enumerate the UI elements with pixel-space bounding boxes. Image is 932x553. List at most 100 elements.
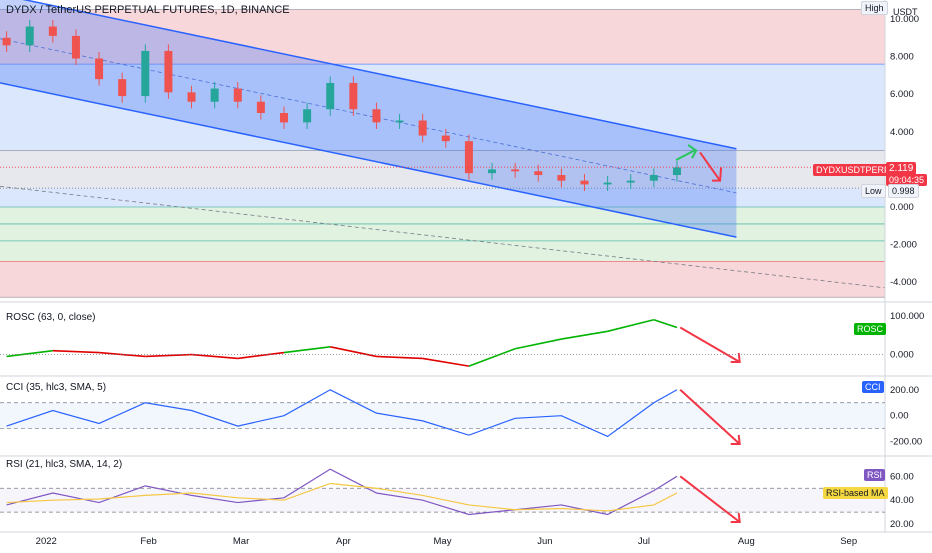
candle-body bbox=[372, 109, 381, 123]
price-tick-label: -2.000 bbox=[890, 240, 917, 251]
low-value-tag: 0.998 bbox=[888, 184, 919, 198]
candle-body bbox=[279, 113, 288, 123]
rsi-ma-tag: RSI-based MA bbox=[823, 487, 888, 499]
candle-body bbox=[488, 169, 497, 174]
channel-lower-line bbox=[0, 82, 737, 238]
zone-green bbox=[0, 207, 885, 262]
candle-body bbox=[441, 135, 450, 142]
rsi-tick-label: 60.00 bbox=[890, 471, 914, 482]
price-tick-label: 0.000 bbox=[890, 202, 914, 213]
rosc-segment bbox=[191, 353, 238, 360]
candle-body bbox=[2, 37, 11, 46]
rsi-title: RSI (21, hlc3, SMA, 14, 2) bbox=[6, 459, 123, 470]
candle-body bbox=[118, 79, 127, 97]
candle-body bbox=[534, 171, 543, 176]
rosc-title: ROSC (63, 0, close) bbox=[6, 312, 96, 323]
candle-body bbox=[303, 109, 312, 123]
time-tick-label: Jul bbox=[638, 536, 650, 547]
rosc-segment bbox=[561, 330, 608, 340]
candle-body bbox=[256, 101, 265, 113]
low-tag: Low bbox=[861, 184, 886, 198]
price-tick-label: 10.000 bbox=[890, 14, 919, 25]
time-tick-label: 2022 bbox=[36, 536, 57, 547]
candle-body bbox=[649, 175, 658, 181]
time-tick-label: Mar bbox=[233, 536, 249, 547]
rosc-segment bbox=[468, 347, 516, 367]
rosc-tag: ROSC bbox=[854, 323, 887, 335]
time-tick-label: Sep bbox=[840, 536, 857, 547]
rsi-tick-label: 20.00 bbox=[890, 519, 914, 530]
rosc-segment bbox=[422, 357, 470, 367]
rosc-segment bbox=[607, 318, 655, 333]
time-tick-label: Aug bbox=[738, 536, 755, 547]
zone-low-blue bbox=[0, 188, 885, 207]
rsi-tag: RSI bbox=[864, 469, 886, 481]
green-arrow-up bbox=[675, 149, 695, 161]
rosc-segment bbox=[376, 355, 423, 360]
time-tick-label: May bbox=[434, 536, 452, 547]
rosc-segment bbox=[283, 346, 331, 354]
chart-title: DYDX / TetherUS PERPETUAL FUTURES, 1D, B… bbox=[6, 4, 290, 16]
rosc-segment bbox=[52, 349, 100, 354]
currency-unit: USDT bbox=[893, 7, 918, 17]
rosc-tick-label: 0.000 bbox=[890, 350, 914, 361]
rosc-tick-label: 100.000 bbox=[890, 311, 924, 322]
rosc-red-arrow bbox=[679, 326, 741, 363]
candle-body bbox=[603, 182, 612, 185]
channel-mid-line bbox=[0, 38, 737, 194]
green-arrowhead bbox=[687, 144, 698, 159]
rsi-tick-label: 40.00 bbox=[890, 495, 914, 506]
candle-body bbox=[626, 180, 635, 183]
cci-tick-label: 200.00 bbox=[890, 385, 919, 396]
channel-fill bbox=[0, 0, 737, 238]
candle-body bbox=[395, 120, 404, 123]
last-price-tag: 2.119 bbox=[886, 162, 917, 175]
countdown-tag: 09:04:35 bbox=[886, 174, 928, 186]
time-tick-label: Feb bbox=[140, 536, 156, 547]
cci-red-arrowhead bbox=[730, 434, 741, 445]
red-arrowhead-price bbox=[712, 167, 723, 182]
zone-mid-grey bbox=[0, 150, 885, 189]
candle-body bbox=[210, 88, 219, 102]
candle-body bbox=[233, 88, 242, 102]
price-tick-label: 8.000 bbox=[890, 52, 914, 63]
zone-lower-red bbox=[0, 261, 885, 298]
rsi-red-arrow bbox=[679, 475, 741, 523]
rosc-segment bbox=[330, 346, 377, 358]
symbol-tag: DYDXUSDTPERP bbox=[813, 164, 894, 176]
rosc-segment bbox=[653, 318, 678, 329]
cci-tick-label: 0.00 bbox=[890, 411, 909, 422]
candle-body bbox=[48, 26, 57, 36]
channel-upper-line bbox=[22, 0, 737, 150]
cci-series-0 bbox=[6, 389, 678, 438]
rsi-band bbox=[0, 488, 885, 513]
price-tick-label: 6.000 bbox=[890, 89, 914, 100]
candle-body bbox=[418, 120, 427, 136]
candle-body bbox=[95, 58, 104, 80]
rosc-red-arrowhead bbox=[730, 352, 741, 363]
candle-body bbox=[580, 180, 589, 185]
candle-body bbox=[164, 50, 173, 93]
rsi-red-arrowhead bbox=[730, 512, 741, 523]
candle-body bbox=[187, 92, 196, 102]
candle-body bbox=[464, 141, 473, 174]
rosc-segment bbox=[6, 349, 53, 358]
trend-dashed-line bbox=[0, 185, 886, 289]
rosc-segment bbox=[99, 351, 146, 358]
candle-body bbox=[557, 175, 566, 181]
red-arrow-down-price bbox=[699, 151, 721, 182]
candle-body bbox=[71, 35, 80, 59]
candle-body bbox=[25, 26, 34, 46]
candle-body bbox=[511, 169, 520, 172]
cci-band bbox=[0, 402, 885, 429]
candle-body bbox=[672, 167, 681, 176]
time-tick-label: Apr bbox=[336, 536, 351, 547]
cci-tag: CCI bbox=[862, 381, 884, 393]
high-tag: High bbox=[861, 1, 888, 15]
time-tick-label: Jun bbox=[537, 536, 552, 547]
candle-body bbox=[141, 50, 150, 97]
cci-title: CCI (35, hlc3, SMA, 5) bbox=[6, 382, 107, 393]
candle-body bbox=[326, 82, 335, 110]
